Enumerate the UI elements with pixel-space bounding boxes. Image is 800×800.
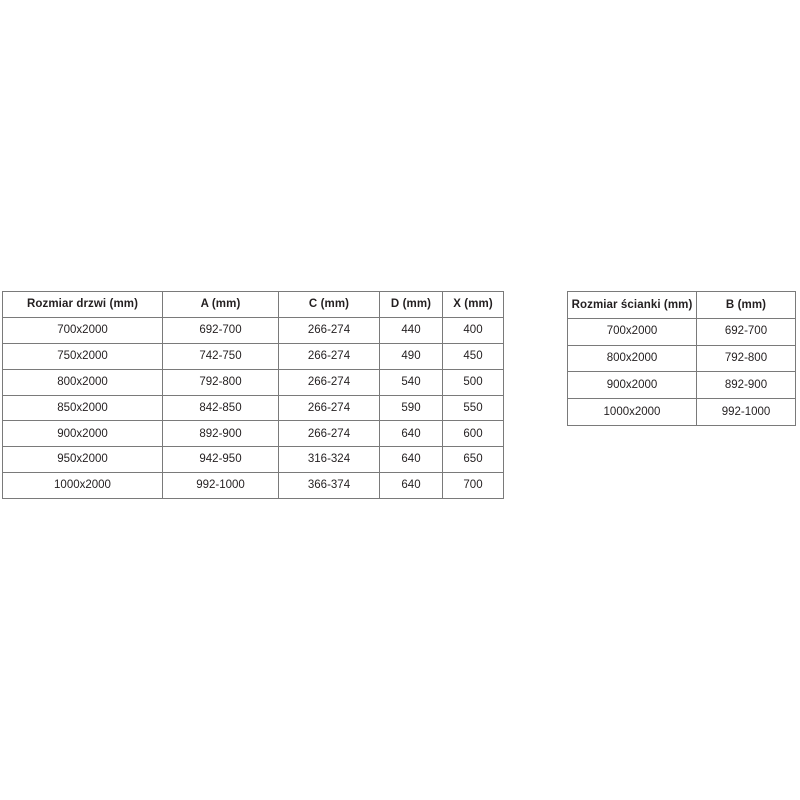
cell-c: 266-274 bbox=[278, 394, 380, 422]
cell-wall-size: 900x2000 bbox=[567, 371, 697, 400]
cell-c: 266-274 bbox=[278, 420, 380, 448]
cell-x: 550 bbox=[442, 394, 504, 422]
cell-door-size: 900x2000 bbox=[2, 420, 163, 448]
column-header-wall-size: Rozmiar ścianki (mm) bbox=[567, 291, 697, 319]
cell-c: 266-274 bbox=[278, 316, 380, 344]
cell-x: 600 bbox=[442, 420, 504, 448]
cell-b: 992-1000 bbox=[696, 398, 796, 426]
cell-a: 842-850 bbox=[162, 394, 279, 422]
cell-a: 992-1000 bbox=[162, 472, 279, 500]
cell-x: 400 bbox=[442, 316, 504, 344]
column-header-a: A (mm) bbox=[162, 291, 279, 318]
cell-c: 316-324 bbox=[278, 446, 380, 474]
column-header-d: D (mm) bbox=[379, 291, 443, 318]
column-header-b: B (mm) bbox=[696, 291, 796, 319]
wall-panel-size-table: Rozmiar ścianki (mm) B (mm) 700x2000 692… bbox=[567, 291, 796, 426]
cell-a: 692-700 bbox=[162, 316, 279, 344]
cell-a: 792-800 bbox=[162, 368, 279, 396]
cell-b: 692-700 bbox=[696, 317, 796, 346]
table-row: 800x2000 792-800 266-274 540 500 bbox=[2, 368, 504, 396]
cell-door-size: 700x2000 bbox=[2, 316, 163, 344]
table-header-row: Rozmiar drzwi (mm) A (mm) C (mm) D (mm) … bbox=[2, 291, 504, 318]
cell-x: 700 bbox=[442, 472, 504, 500]
table-row: 950x2000 942-950 316-324 640 650 bbox=[2, 446, 504, 474]
table-row: 750x2000 742-750 266-274 490 450 bbox=[2, 342, 504, 370]
cell-wall-size: 700x2000 bbox=[567, 317, 697, 346]
cell-c: 266-274 bbox=[278, 342, 380, 370]
cell-d: 640 bbox=[379, 472, 443, 500]
cell-d: 640 bbox=[379, 446, 443, 474]
cell-wall-size: 1000x2000 bbox=[567, 398, 697, 426]
table-row: 850x2000 842-850 266-274 590 550 bbox=[2, 394, 504, 422]
table-row: 700x2000 692-700 266-274 440 400 bbox=[2, 316, 504, 344]
cell-x: 500 bbox=[442, 368, 504, 396]
cell-wall-size: 800x2000 bbox=[567, 344, 697, 373]
cell-d: 590 bbox=[379, 394, 443, 422]
cell-d: 640 bbox=[379, 420, 443, 448]
cell-a: 942-950 bbox=[162, 446, 279, 474]
cell-a: 742-750 bbox=[162, 342, 279, 370]
table-header-row: Rozmiar ścianki (mm) B (mm) bbox=[567, 291, 796, 319]
cell-x: 650 bbox=[442, 446, 504, 474]
cell-d: 490 bbox=[379, 342, 443, 370]
table-row: 700x2000 692-700 bbox=[567, 317, 796, 346]
cell-d: 440 bbox=[379, 316, 443, 344]
cell-door-size: 750x2000 bbox=[2, 342, 163, 370]
cell-door-size: 950x2000 bbox=[2, 446, 163, 474]
cell-c: 266-274 bbox=[278, 368, 380, 396]
cell-c: 366-374 bbox=[278, 472, 380, 500]
door-size-table: Rozmiar drzwi (mm) A (mm) C (mm) D (mm) … bbox=[2, 291, 504, 500]
table-row: 1000x2000 992-1000 bbox=[567, 398, 796, 426]
column-header-door-size: Rozmiar drzwi (mm) bbox=[2, 291, 163, 318]
table-row: 900x2000 892-900 266-274 640 600 bbox=[2, 420, 504, 448]
column-header-c: C (mm) bbox=[278, 291, 380, 318]
cell-door-size: 800x2000 bbox=[2, 368, 163, 396]
table-row: 900x2000 892-900 bbox=[567, 371, 796, 400]
cell-b: 892-900 bbox=[696, 371, 796, 400]
column-header-x: X (mm) bbox=[442, 291, 504, 318]
table-row: 800x2000 792-800 bbox=[567, 344, 796, 373]
cell-d: 540 bbox=[379, 368, 443, 396]
cell-door-size: 1000x2000 bbox=[2, 472, 163, 500]
table-row: 1000x2000 992-1000 366-374 640 700 bbox=[2, 472, 504, 500]
cell-x: 450 bbox=[442, 342, 504, 370]
cell-a: 892-900 bbox=[162, 420, 279, 448]
cell-b: 792-800 bbox=[696, 344, 796, 373]
cell-door-size: 850x2000 bbox=[2, 394, 163, 422]
